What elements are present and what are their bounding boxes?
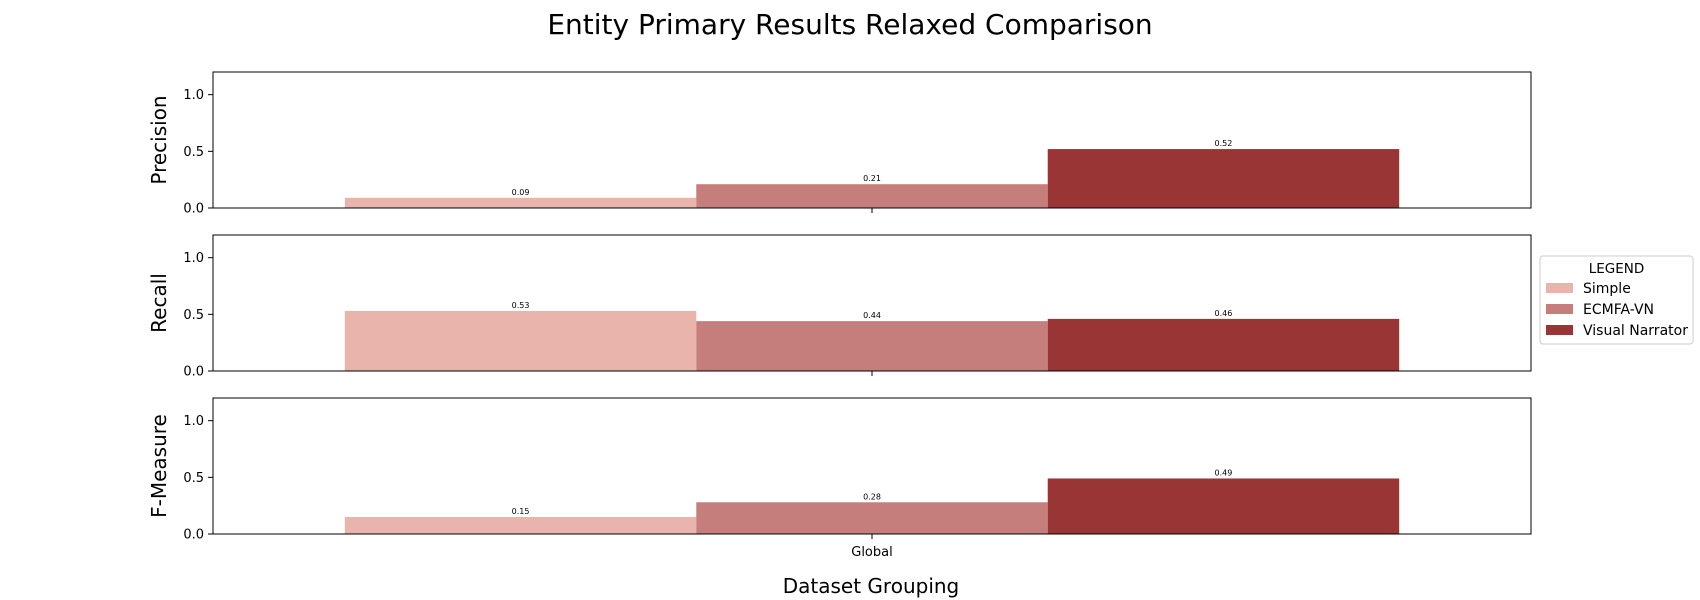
legend-entry: Simple [1583,281,1631,297]
data-label: 0.53 [512,301,530,310]
legend-box [1539,255,1694,345]
bar-ecmfa-vn [696,321,1048,371]
bar-simple [344,310,697,371]
y-tick-label: 0.0 [183,528,204,543]
x-axis-label: Dataset Grouping [783,574,960,598]
data-label: 0.52 [1215,139,1233,148]
data-label: 0.46 [1215,309,1233,318]
panel-f-measure: 0.15 0.28 0.49 0.0 0.5 1.0 F-Measure Global [147,397,1532,560]
y-axis-label: Precision [147,95,171,184]
legend-swatch [1546,283,1573,293]
panel-recall: 0.53 0.44 0.46 0.0 0.5 1.0 Recall [147,234,1532,380]
data-label: 0.09 [512,188,530,197]
bar-visual-narrator [1047,318,1400,371]
x-tick-label: Global [851,545,892,560]
y-tick-label: 0.0 [183,202,204,217]
y-tick-label: 0.0 [183,365,204,380]
y-tick-label: 0.5 [183,308,204,323]
legend-entry: ECMFA-VN [1583,302,1654,318]
legend-swatch [1546,325,1573,335]
legend: LEGEND Simple ECMFA-VN Visual Narrator [1539,255,1694,345]
bar-ecmfa-vn [696,502,1048,534]
y-tick-label: 1.0 [183,251,204,266]
legend-swatch [1546,304,1573,314]
chart-title: Entity Primary Results Relaxed Compariso… [547,8,1152,41]
y-tick-label: 1.0 [183,88,204,103]
data-label: 0.49 [1215,468,1233,477]
data-label: 0.21 [863,174,881,183]
bar-visual-narrator [1047,478,1400,534]
data-label: 0.44 [863,311,881,320]
data-label: 0.28 [863,492,881,501]
bar-visual-narrator [1047,149,1400,208]
panel-precision: 0.09 0.21 0.52 0.0 0.5 1.0 Precision [147,71,1532,217]
data-label: 0.15 [512,507,530,516]
legend-entry: Visual Narrator [1583,323,1688,339]
y-tick-label: 0.5 [183,145,204,160]
bar-ecmfa-vn [696,184,1048,208]
y-tick-label: 0.5 [183,471,204,486]
y-tick-label: 1.0 [183,414,204,429]
legend-title: LEGEND [1589,261,1645,277]
bar-simple [344,197,697,208]
bar-simple [344,517,697,534]
y-axis-label: Recall [147,273,171,333]
y-axis-label: F-Measure [147,414,171,518]
